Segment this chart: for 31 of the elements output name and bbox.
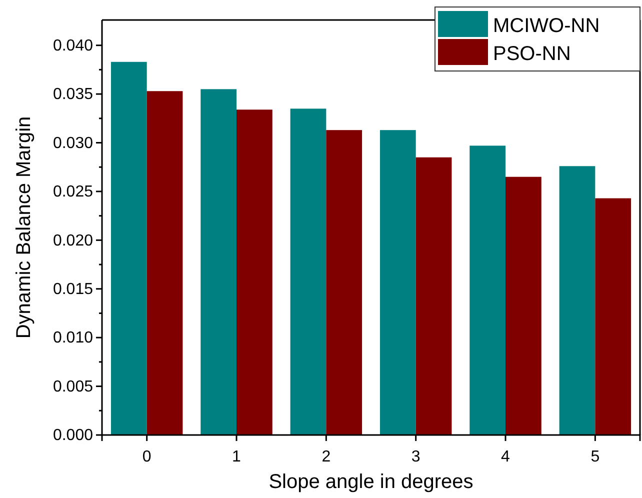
legend-label: MCIWO-NN [493,15,600,37]
bar [146,91,183,435]
y-tick-label: 0.010 [52,330,94,347]
x-tick-label: 0 [142,448,152,466]
bar [110,62,147,435]
y-axis-title: Dynamic Balance Margin [13,116,35,339]
legend-label: PSO-NN [493,43,571,65]
bar [595,198,632,435]
bar [236,110,272,435]
y-tick-label: 0.020 [52,232,94,250]
x-tick-label: 5 [590,448,600,466]
x-tick-label: 3 [411,448,420,466]
bar [506,176,542,435]
y-tick-label: 0.025 [52,184,94,201]
x-axis-title: Slope angle in degrees [268,471,474,493]
y-tick-label: 0.040 [52,37,94,54]
y-tick-label: 0.035 [52,86,94,104]
y-tick-label: 0.000 [52,427,94,444]
bar [559,166,596,435]
y-tick-label: 0.015 [52,280,94,298]
x-tick-label: 1 [232,448,242,466]
y-tick-label: 0.030 [52,134,94,152]
bar [290,108,326,435]
x-tick-label: 2 [322,448,331,466]
bar [470,146,506,435]
bar [380,130,416,435]
bar [326,130,362,435]
bar [416,157,452,435]
bar [200,89,236,435]
y-tick-label: 0.005 [52,378,94,396]
x-tick-label: 4 [501,448,510,466]
